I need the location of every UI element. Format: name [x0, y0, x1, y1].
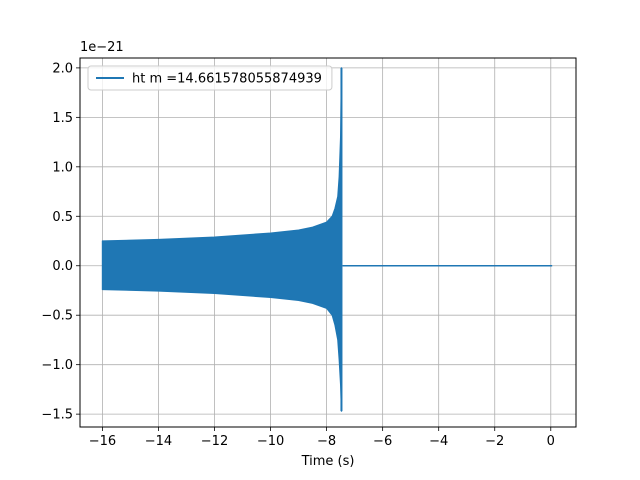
x-axis-label: Time (s) — [301, 454, 355, 469]
x-axis: −16 −14 −12 −10 −8 −6 −4 −2 0 — [89, 427, 555, 449]
x-tick-label: −2 — [485, 434, 504, 449]
x-tick-label: −12 — [201, 434, 228, 449]
y-tick-label: 0.5 — [52, 210, 73, 225]
x-tick-label: 0 — [547, 434, 555, 449]
y-axis: −1.5 −1.0 −0.5 0.0 0.5 1.0 1.5 2.0 — [41, 61, 80, 423]
y-tick-label: −0.5 — [41, 309, 73, 324]
y-tick-label: 1.0 — [52, 160, 73, 175]
legend-box — [87, 65, 333, 91]
axes-frame — [79, 57, 577, 428]
x-tick-label: −4 — [429, 434, 448, 449]
x-tick-label: −10 — [257, 434, 284, 449]
x-tick-label: −14 — [145, 434, 172, 449]
x-tick-label: −6 — [373, 434, 392, 449]
legend-label: ht m =14.661578055874939 — [132, 72, 322, 87]
x-tick-label: −8 — [317, 434, 336, 449]
y-tick-label: 1.5 — [52, 111, 73, 126]
y-offset-text: 1e−21 — [80, 40, 124, 55]
legend[interactable]: ht m =14.661578055874939 — [87, 65, 333, 91]
grid — [80, 58, 576, 427]
y-tick-label: 0.0 — [52, 259, 73, 274]
y-tick-label: −1.5 — [41, 408, 73, 423]
y-tick-label: −1.0 — [41, 358, 73, 373]
x-tick-label: −16 — [89, 434, 116, 449]
plot-area — [101, 67, 553, 412]
y-tick-label: 2.0 — [52, 61, 73, 76]
series-0-oscillation — [101, 67, 343, 412]
